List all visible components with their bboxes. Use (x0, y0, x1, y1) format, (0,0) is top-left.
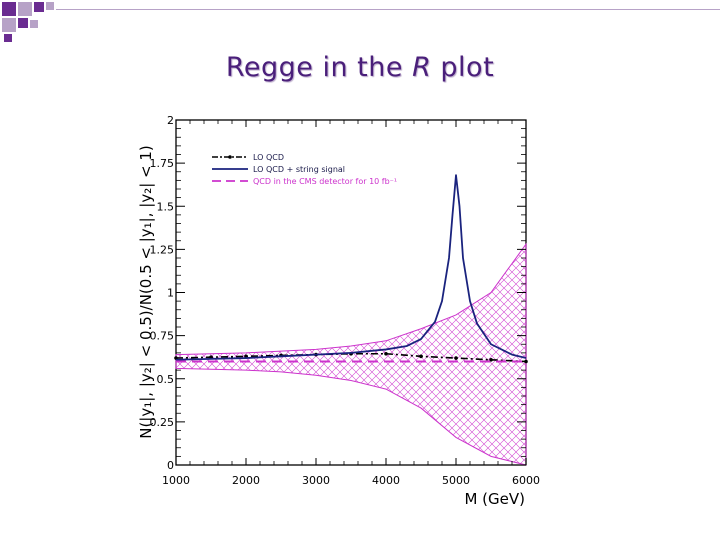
deco-square (34, 2, 44, 12)
lo-qcd-point (524, 359, 528, 364)
slide-title: Regge in the R plot (225, 52, 495, 83)
deco-square (46, 2, 54, 10)
legend-entry-label: LO QCD (253, 153, 284, 162)
x-tick-label: 1000 (162, 474, 190, 487)
deco-square (30, 20, 38, 28)
x-tick-label: 4000 (372, 474, 400, 487)
deco-square (2, 18, 16, 32)
deco-square (4, 34, 12, 42)
x-tick-label: 6000 (512, 474, 540, 487)
series-line-string-signal (175, 174, 527, 361)
x-axis-label: M (GeV) (464, 490, 525, 508)
x-tick-label: 2000 (232, 474, 260, 487)
lo-qcd-point (384, 351, 388, 356)
deco-square (2, 2, 16, 16)
x-tick-label: 3000 (302, 474, 330, 487)
y-tick-label: 1.5 (157, 200, 175, 213)
y-tick-label: 1.25 (150, 243, 175, 256)
deco-square (18, 18, 28, 28)
y-tick-label: 1.75 (150, 157, 175, 170)
corner-decoration (0, 0, 720, 45)
y-tick-label: 0.5 (157, 373, 175, 386)
y-tick-label: 0 (167, 459, 174, 472)
y-tick-label: 0.75 (150, 330, 175, 343)
legend-entry-label: QCD in the CMS detector for 10 fb⁻¹ (253, 177, 397, 186)
legend-marker (228, 155, 232, 159)
deco-square (18, 2, 32, 16)
x-tick-label: 5000 (442, 474, 470, 487)
y-tick-label: 2 (167, 114, 174, 127)
y-tick-label: 1 (167, 287, 174, 300)
deco-line (56, 9, 720, 10)
lo-qcd-point (489, 357, 493, 362)
legend-entry-label: LO QCD + string signal (253, 165, 345, 174)
y-tick-label: 0.25 (150, 416, 175, 429)
y-axis-label: N(|y₁|, |y₂| < 0.5)/N(0.5 < |y₁|, |y₂| <… (137, 145, 155, 439)
lo-qcd-point (454, 356, 458, 360)
lo-qcd-point (419, 354, 423, 359)
